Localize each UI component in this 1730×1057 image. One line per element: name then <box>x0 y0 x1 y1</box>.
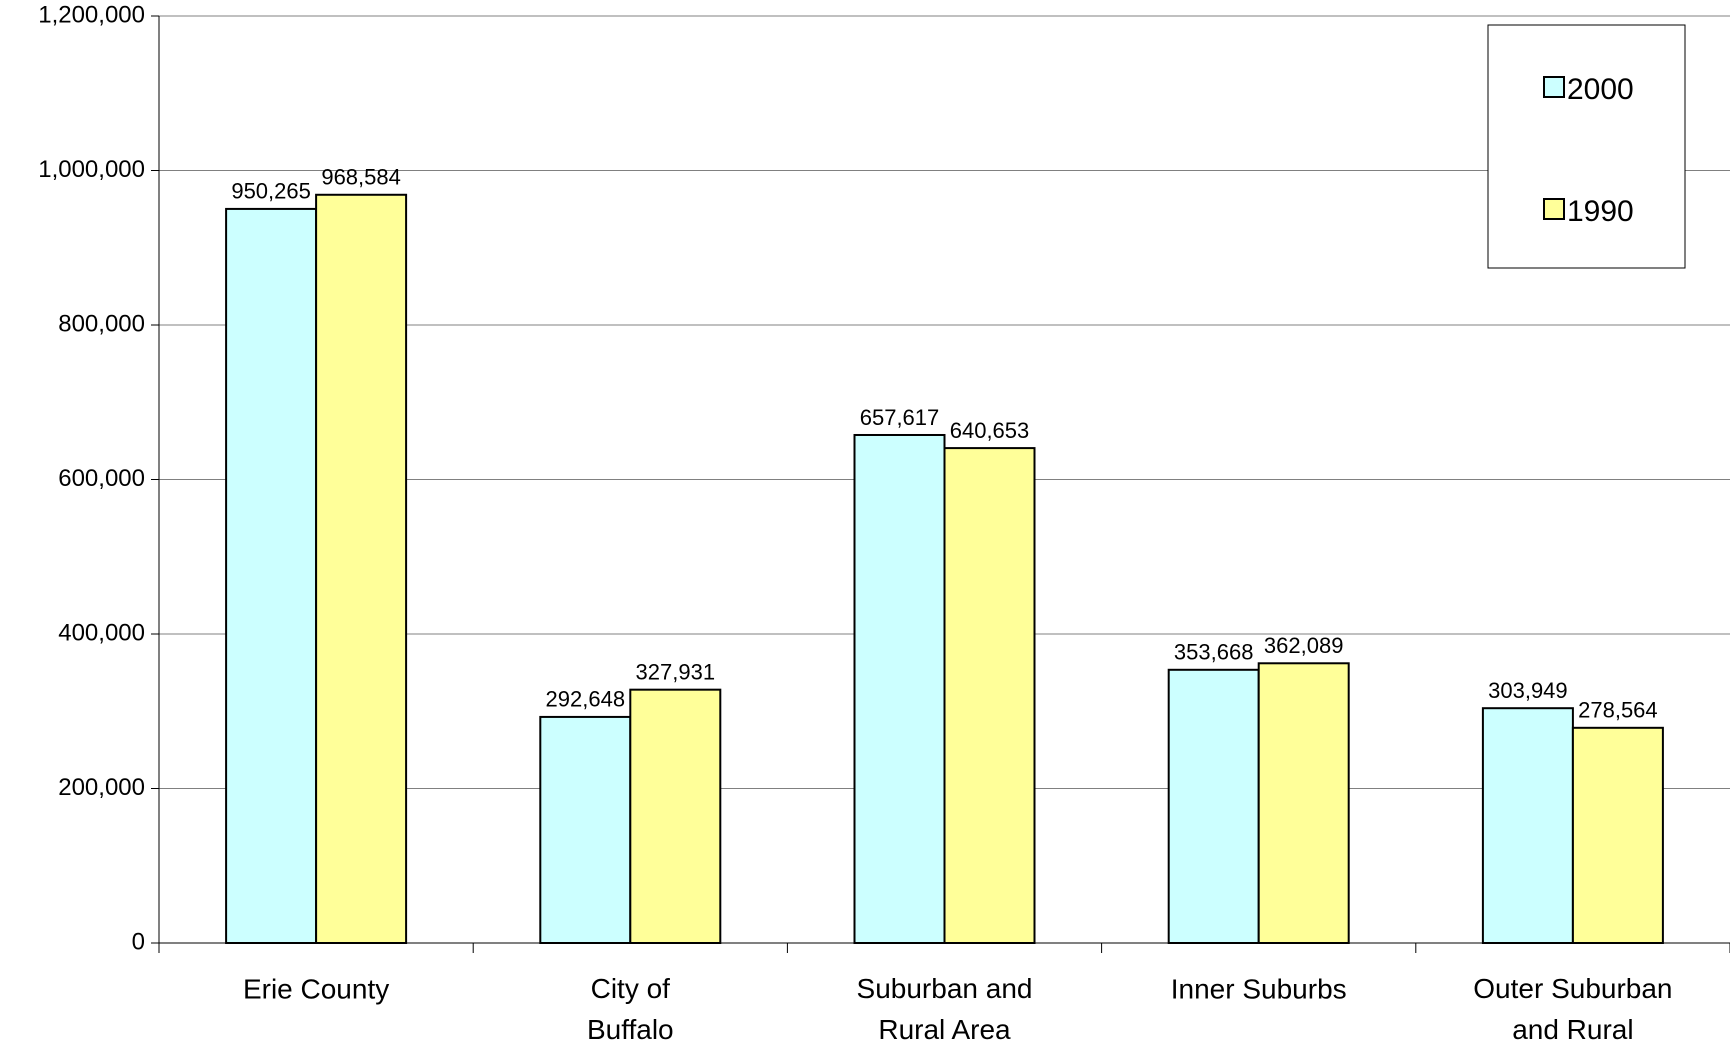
y-tick-label: 800,000 <box>58 310 145 337</box>
x-tick-label: Suburban and Rural Area <box>857 973 1033 1045</box>
data-label: 278,564 <box>1578 698 1658 723</box>
bar <box>1481 707 1574 944</box>
bar <box>539 715 632 945</box>
y-tick-label: 600,000 <box>58 465 145 492</box>
data-label: 640,653 <box>950 418 1030 443</box>
data-label: 327,931 <box>636 659 716 684</box>
bar <box>943 447 1036 944</box>
legend-swatch <box>1543 198 1565 220</box>
legend-swatch <box>1543 76 1565 98</box>
legend-label: 2000 <box>1567 73 1634 106</box>
x-tick-label: Inner Suburbs <box>1171 973 1347 1004</box>
x-tick-label: Outer Suburban and Rural <box>1473 973 1672 1045</box>
legend-box <box>1487 24 1686 269</box>
bar <box>225 207 318 944</box>
data-label: 303,949 <box>1488 678 1568 703</box>
y-tick-label: 0 <box>132 928 145 955</box>
x-tick-label: City of Buffalo <box>587 973 674 1045</box>
bar <box>1167 668 1260 944</box>
legend-label: 1990 <box>1567 195 1634 228</box>
data-label: 657,617 <box>860 405 940 430</box>
bar <box>1257 662 1350 944</box>
bar <box>853 433 946 944</box>
data-label: 353,668 <box>1174 640 1254 665</box>
y-tick-label: 1,200,000 <box>38 1 145 28</box>
bar <box>1571 726 1664 945</box>
y-tick-label: 1,000,000 <box>38 156 145 183</box>
y-tick-label: 400,000 <box>58 619 145 646</box>
x-tick-label: Erie County <box>243 973 389 1004</box>
data-label: 362,089 <box>1264 633 1344 658</box>
data-label: 292,648 <box>546 687 626 712</box>
y-tick-label: 200,000 <box>58 774 145 801</box>
bar <box>629 688 722 944</box>
bar <box>315 193 408 944</box>
data-label: 950,265 <box>231 179 311 204</box>
data-label: 968,584 <box>321 165 401 190</box>
